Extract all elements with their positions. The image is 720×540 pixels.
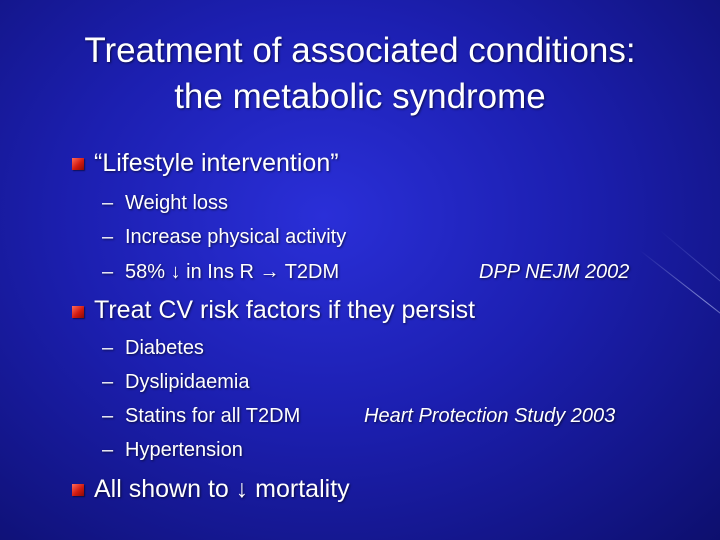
- dash: –: [102, 337, 114, 359]
- subitem-diabetes: – Diabetes: [102, 337, 204, 360]
- slide-title: Treatment of associated conditions: the …: [0, 28, 720, 120]
- dash: –: [102, 261, 114, 283]
- bullet-square-icon: [72, 484, 84, 496]
- subitem-dyslipidaemia: – Dyslipidaemia: [102, 371, 250, 394]
- decorative-streak: [659, 230, 720, 309]
- subitem-hypertension: – Hypertension: [102, 439, 243, 462]
- bullet-square-icon: [72, 158, 84, 170]
- title-line-2: the metabolic syndrome: [174, 77, 546, 116]
- subitem-text: 58% ↓ in Ins R → T2DM: [125, 261, 340, 283]
- bullet-mortality: All shown to ↓ mortality: [94, 475, 350, 503]
- bullet-lifestyle-intervention: “Lifestyle intervention”: [94, 149, 339, 177]
- dash: –: [102, 405, 114, 427]
- subitem-text: Statins for all T2DM: [125, 405, 301, 427]
- subitem-insulin-resistance: –58% ↓ in Ins R → T2DM: [102, 261, 339, 284]
- decorative-streak: [639, 250, 720, 338]
- subitem-text: Weight loss: [125, 192, 229, 214]
- subitem-physical-activity: – Increase physical activity: [102, 226, 346, 249]
- bullet-square-icon: [72, 306, 84, 318]
- subitem-text: Diabetes: [125, 337, 204, 359]
- dash: –: [102, 439, 114, 461]
- subitem-text: Dyslipidaemia: [125, 371, 250, 393]
- title-line-1: Treatment of associated conditions:: [84, 31, 636, 70]
- reference-heart-protection: Heart Protection Study 2003: [364, 405, 616, 427]
- dash: –: [102, 192, 114, 214]
- bullet-cv-risk-factors: Treat CV risk factors if they persist: [94, 296, 476, 324]
- subitem-text: Hypertension: [125, 439, 243, 461]
- subitem-text: Increase physical activity: [125, 226, 347, 248]
- subitem-weight-loss: – Weight loss: [102, 192, 228, 215]
- subitem-statins: – Statins for all T2DM: [102, 405, 300, 428]
- reference-dpp: DPP NEJM 2002: [479, 261, 630, 283]
- dash: –: [102, 226, 114, 248]
- dash: –: [102, 371, 114, 393]
